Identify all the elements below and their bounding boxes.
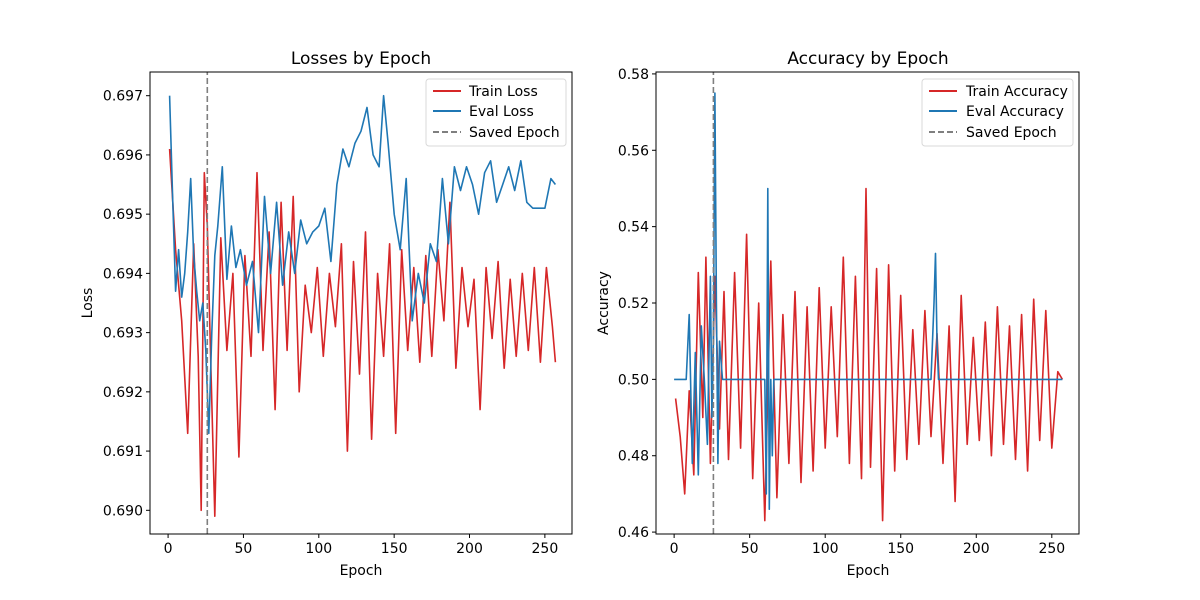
x-tick-label: 50	[741, 541, 759, 557]
legend-box	[425, 78, 567, 147]
x-tick-label: 100	[812, 541, 839, 557]
x-tick-label: 250	[532, 541, 559, 557]
legend-box	[921, 78, 1074, 147]
series-eval-accuracy	[674, 92, 1063, 511]
accuracy-chart: Accuracy by Epoch Epoch Accuracy 0 50 100 1…	[596, 49, 1080, 579]
y-tick-label: 0.54	[618, 220, 649, 236]
x-tick-label: 150	[381, 541, 408, 557]
series-train-accuracy	[674, 187, 1064, 522]
legend: Train Loss Eval Loss Saved Epoch	[425, 78, 567, 147]
x-tick-label: 0	[670, 541, 679, 557]
y-tick-label: 0.46	[618, 525, 649, 541]
y-tick-label: 0.48	[618, 449, 649, 465]
y-tick-label: 0.56	[618, 143, 649, 159]
x-axis-label: Epoch	[847, 563, 890, 579]
y-tick-label: 0.52	[618, 296, 649, 312]
x-tick-label: 100	[305, 541, 332, 557]
series-layer	[168, 72, 557, 534]
legend-label-saved: Saved Epoch	[469, 125, 560, 141]
series-train-loss	[168, 148, 557, 518]
x-axis-label: Epoch	[340, 563, 383, 579]
series-layer	[674, 72, 1064, 534]
y-tick-label: 0.692	[103, 385, 143, 401]
x-tick-label: 200	[456, 541, 483, 557]
y-tick-label: 0.695	[103, 207, 143, 223]
chart-title: Losses by Epoch	[291, 49, 431, 69]
y-axis-label: Accuracy	[596, 271, 612, 335]
x-tick-label: 150	[887, 541, 914, 557]
y-tick-label: 0.50	[618, 372, 649, 388]
tick-layer: 0 50 100 150 200 250 0.690 0.691 0.692 0.693 0.694…	[103, 89, 558, 557]
legend-label-eval: Eval Loss	[469, 104, 534, 120]
x-tick-label: 0	[164, 541, 173, 557]
y-tick-label: 0.691	[103, 444, 143, 460]
plot-frame	[149, 71, 573, 535]
x-tick-label: 250	[1038, 541, 1065, 557]
y-axis-label: Loss	[80, 288, 96, 319]
legend-label-saved: Saved Epoch	[966, 125, 1057, 141]
legend-label-train: Train Accuracy	[965, 84, 1068, 100]
y-tick-label: 0.58	[618, 67, 649, 83]
plot-frame	[655, 71, 1080, 535]
x-tick-label: 50	[235, 541, 253, 557]
legend: Train Accuracy Eval Accuracy Saved Epoch	[921, 78, 1074, 147]
y-tick-label: 0.693	[103, 326, 143, 342]
x-tick-label: 200	[963, 541, 990, 557]
y-tick-label: 0.694	[103, 266, 143, 282]
legend-label-eval: Eval Accuracy	[966, 104, 1064, 120]
y-tick-label: 0.690	[103, 503, 143, 519]
legend-label-train: Train Loss	[468, 84, 538, 100]
losses-chart: Losses by Epoch Epoch Loss 0 50 100 150 200 2…	[80, 49, 573, 579]
y-tick-label: 0.696	[103, 148, 143, 164]
chart-title: Accuracy by Epoch	[787, 49, 948, 69]
tick-layer: 0 50 100 150 200 250 0.46 0.48 0.50 0.52 0.54 0.56 0…	[618, 67, 1065, 557]
y-tick-label: 0.697	[103, 89, 143, 105]
